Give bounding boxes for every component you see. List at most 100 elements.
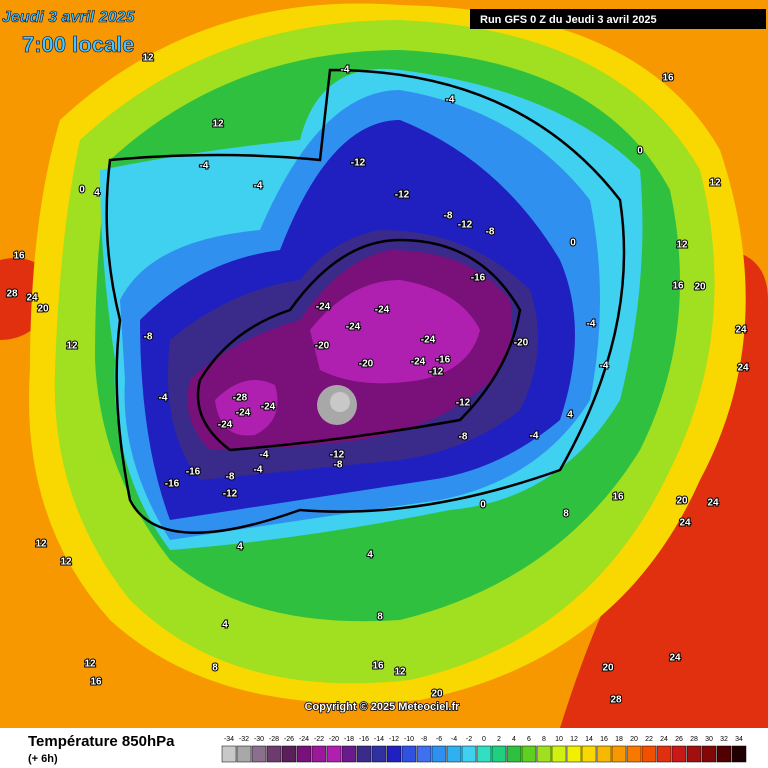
contour-label: -4 (600, 361, 609, 372)
contour-label: -12 (223, 489, 238, 500)
legend-swatch (671, 745, 687, 763)
legend-tick: 24 (660, 736, 668, 743)
legend-swatch (236, 745, 252, 763)
contour-label: -12 (429, 367, 444, 378)
contour-label: -20 (359, 359, 374, 370)
contour-label: -4 (260, 450, 269, 461)
contour-label: 16 (662, 73, 674, 84)
contour-label: -4 (587, 319, 596, 330)
contour-label: -4 (530, 431, 539, 442)
legend-swatch (251, 745, 267, 763)
contour-label: -4 (254, 181, 263, 192)
contour-label: -4 (254, 465, 263, 476)
contour-label: 4 (222, 620, 228, 631)
contour-label: 24 (26, 293, 38, 304)
copyright: Copyright © 2025 Meteociel.fr (305, 701, 461, 713)
contour-label: -8 (444, 211, 453, 222)
contour-label: 12 (394, 667, 406, 678)
legend-swatch (356, 745, 372, 763)
legend-swatch (281, 745, 297, 763)
legend-swatch (221, 745, 237, 763)
legend-tick: -24 (299, 736, 309, 743)
legend-title: Température 850hPa (28, 733, 175, 750)
contour-label: -16 (471, 273, 486, 284)
legend-swatch (581, 745, 597, 763)
contour-label: 24 (669, 653, 681, 664)
legend-tick: -10 (404, 736, 414, 743)
contour-label: -24 (261, 402, 276, 413)
legend-swatch (551, 745, 567, 763)
legend-swatch (311, 745, 327, 763)
time-title: 7:00 locale (22, 32, 135, 57)
contour-label: 0 (480, 500, 486, 511)
contour-label: 16 (13, 251, 25, 262)
contour-label: -24 (346, 322, 361, 333)
contour-label: 20 (676, 496, 688, 507)
contour-label: -20 (315, 341, 330, 352)
legend-tick: 34 (735, 736, 743, 743)
contour-label: -20 (514, 338, 529, 349)
legend-swatch (446, 745, 462, 763)
contour-label: 8 (377, 612, 383, 623)
legend-tick: 16 (600, 736, 608, 743)
legend-swatch (386, 745, 402, 763)
legend-tick: -14 (374, 736, 384, 743)
legend-tick: -32 (239, 736, 249, 743)
legend-tick: 32 (720, 736, 728, 743)
contour-label: -4 (159, 393, 168, 404)
legend-swatch (401, 745, 417, 763)
legend-tick: 12 (570, 736, 578, 743)
contour-label: 12 (35, 539, 47, 550)
contour-label: -12 (395, 190, 410, 201)
contour-label: -24 (316, 302, 331, 313)
contour-label: 4 (567, 410, 573, 421)
legend-tick: 10 (555, 736, 563, 743)
contour-label: -12 (351, 158, 366, 169)
legend-swatch (626, 745, 642, 763)
contour-label: -4 (200, 161, 209, 172)
legend-tick: -30 (254, 736, 264, 743)
contour-label: 0 (79, 185, 85, 196)
contour-label: -24 (421, 335, 436, 346)
contour-label: 8 (563, 509, 569, 520)
legend-tick: -2 (466, 736, 472, 743)
contour-label: 4 (237, 542, 243, 553)
legend-tick: -18 (344, 736, 354, 743)
contour-label: -16 (186, 467, 201, 478)
cold-core (330, 392, 350, 412)
legend-swatch (656, 745, 672, 763)
contour-label: -8 (459, 432, 468, 443)
contour-label: -8 (334, 460, 343, 471)
temp-band (310, 280, 480, 384)
contour-label: 20 (602, 663, 614, 674)
contour-label: 16 (372, 661, 384, 672)
contour-label: 28 (6, 289, 18, 300)
contour-label: 0 (637, 146, 643, 157)
legend-swatch (536, 745, 552, 763)
contour-label: -12 (330, 450, 345, 461)
legend-tick: -20 (329, 736, 339, 743)
legend-swatch (611, 745, 627, 763)
contour-label: 12 (676, 240, 688, 251)
date-title: Jeudi 3 avril 2025 (2, 9, 136, 26)
legend-tick: 18 (615, 736, 623, 743)
contour-label: 24 (737, 363, 749, 374)
contour-label: -8 (226, 472, 235, 483)
contour-label: -16 (165, 479, 180, 490)
temp-band (215, 380, 278, 436)
contour-label: 8 (212, 663, 218, 674)
legend-swatch (701, 745, 717, 763)
contour-label: -24 (218, 420, 233, 431)
contour-label: -12 (458, 220, 473, 231)
contour-label: 28 (610, 695, 622, 706)
legend-swatch (461, 745, 477, 763)
legend-swatch (371, 745, 387, 763)
contour-label: -12 (456, 398, 471, 409)
legend-tick: 26 (675, 736, 683, 743)
legend-swatch (521, 745, 537, 763)
legend-swatch (506, 745, 522, 763)
legend-swatch (491, 745, 507, 763)
